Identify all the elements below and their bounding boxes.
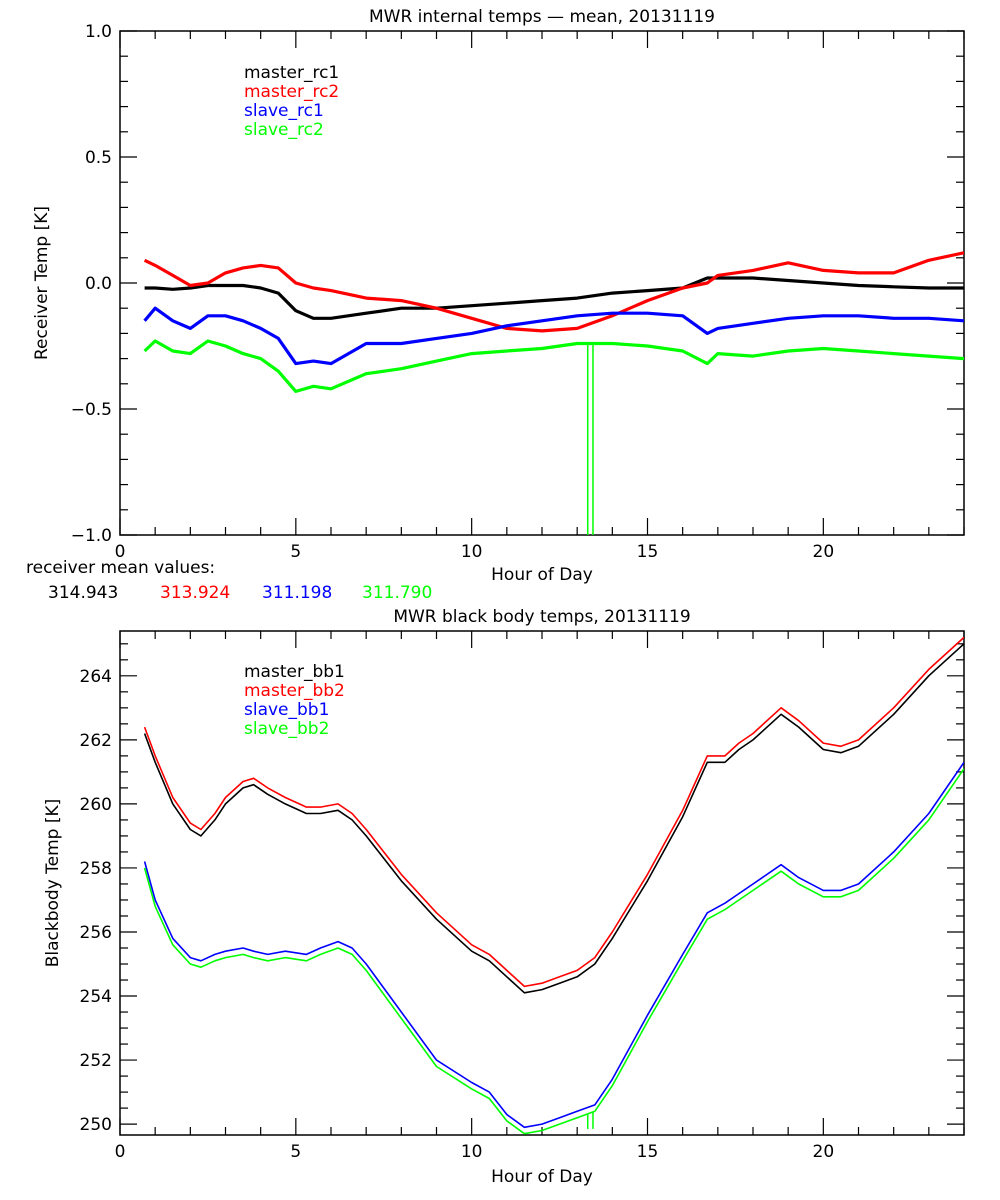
chart2-xlabel: Hour of Day [491,1167,593,1187]
chart2-title: MWR black body temps, 20131119 [393,607,690,627]
chart1-title: MWR internal temps — mean, 20131119 [369,7,715,27]
y-tick-label: 254 [80,987,112,1007]
y-tick-label: 252 [80,1051,112,1071]
x-tick-label: 5 [290,1142,301,1162]
y-tick-label: 0.0 [85,274,112,294]
x-tick-label: 0 [115,542,126,562]
chart1-ylabel: Receiver Temp [K] [32,206,52,360]
legend-master_rc2: master_rc2 [244,82,339,102]
legend-master_bb1: master_bb1 [244,662,345,682]
y-tick-label: 264 [80,667,112,687]
annotation-value-3: 311.198 [262,583,332,603]
y-tick-label: 256 [80,923,112,943]
series-line-master_rc1 [144,276,964,320]
series-line-slave_rc1 [143,306,964,366]
legend-slave_rc2: slave_rc2 [244,120,324,140]
y-tick-label: 0.5 [85,148,112,168]
series-line-slave_bb1 [143,761,964,1129]
y-tick-label: 250 [80,1115,112,1135]
annotation-label: receiver mean values: [26,558,215,578]
series-line-master_bb2 [143,636,964,988]
legend-slave_bb2: slave_bb2 [244,719,329,739]
x-tick-label: 20 [813,1142,835,1162]
legend-slave_rc1: slave_rc1 [244,101,324,121]
y-tick-label: −0.5 [71,400,112,420]
x-tick-label: 10 [461,542,483,562]
annotation-values: 314.943 313.924 311.198 311.790 [48,583,432,603]
x-tick-label: 0 [115,1142,126,1162]
annotation-value-2: 313.924 [160,583,230,603]
y-tick-label: 1.0 [85,22,112,42]
series-line-master_bb1 [143,643,964,994]
series-line-master_rc2 [143,251,964,333]
y-tick-label: −1.0 [71,526,112,546]
annotation-value-1: 314.943 [48,583,118,603]
series-line-slave_bb2 [143,768,964,1135]
chart-2-plot: 0 5 10 15 20 250 252 254 256 258 260 262 264 master_b… [80,630,965,1162]
y-tick-label: 258 [80,859,112,879]
x-tick-label: 5 [290,542,301,562]
chart2-ylabel: Blackbody Temp [K] [43,799,63,968]
legend-slave_bb1: slave_bb1 [244,700,329,720]
y-tick-label: 262 [80,731,112,751]
chart-1-plot: 0 5 10 15 20 −1.0 −0.5 0.0 0.5 1.0 master_rc1maste… [71,22,965,562]
annotation-value-4: 311.790 [362,583,432,603]
x-tick-label: 15 [637,1142,659,1162]
x-tick-label: 10 [461,1142,483,1162]
series-line-slave_rc2 [143,339,964,393]
legend-master_bb2: master_bb2 [244,681,345,701]
y-tick-label: 260 [80,795,112,815]
x-tick-label: 20 [813,542,835,562]
legend-master_rc1: master_rc1 [244,63,339,83]
chart1-xlabel: Hour of Day [491,565,593,585]
x-tick-label: 15 [637,542,659,562]
